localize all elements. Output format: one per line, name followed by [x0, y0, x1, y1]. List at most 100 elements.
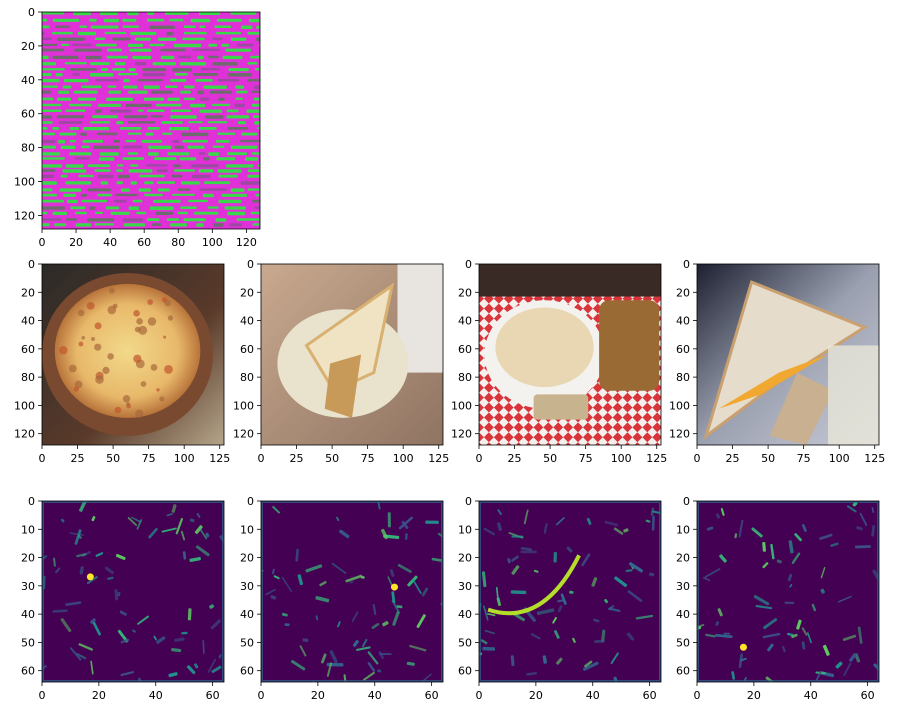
heatmap-activation	[542, 655, 547, 664]
heatmap-activation	[553, 552, 557, 563]
pizza-topping-bit	[107, 353, 114, 360]
heatmap-activation	[610, 652, 619, 665]
y-tick-label: 120	[14, 209, 35, 222]
heatmap-activation	[569, 590, 574, 594]
heatmap-activation	[704, 568, 721, 578]
filter-stripe	[65, 109, 86, 112]
filter-stripe	[114, 62, 126, 66]
heatmap-activation	[720, 508, 725, 516]
filter-stripe	[235, 85, 244, 89]
pizza-topping-bit	[147, 317, 157, 326]
filter-stripe	[80, 193, 87, 197]
filter-stripe	[216, 157, 236, 161]
x-tick-label: 75	[797, 452, 811, 465]
filter-stripe	[191, 164, 219, 168]
heatmap-activation	[343, 674, 348, 682]
heatmap-activation	[270, 595, 277, 600]
filter-stripe	[132, 199, 143, 203]
filter-stripe	[184, 31, 207, 35]
pizza-topping-bit	[156, 388, 160, 392]
filter-stripe	[151, 223, 162, 226]
heatmap-activation	[180, 530, 186, 541]
filter-stripe	[237, 121, 246, 125]
heatmap-activation	[572, 637, 576, 643]
heatmap-activation	[765, 676, 779, 682]
heatmap-activation	[801, 641, 806, 650]
x-tick-label: 125	[864, 452, 885, 465]
heatmap-activation	[497, 522, 503, 532]
heatmap-hotspot	[390, 583, 398, 591]
filter-stripe	[42, 127, 48, 130]
filter-stripe	[60, 145, 76, 149]
filter-stripe	[156, 181, 176, 184]
y-tick-label: 10	[21, 523, 35, 536]
x-tick-label: 20	[311, 689, 325, 702]
filter-stripe	[127, 152, 139, 155]
y-tick-label: 20	[21, 286, 35, 299]
heatmap-background	[42, 501, 224, 682]
y-tick-label: 30	[676, 580, 690, 593]
feature-map-sandwich	[261, 501, 443, 682]
filter-stripe	[240, 181, 260, 185]
filter-stripe	[138, 188, 151, 192]
filter-stripe	[123, 85, 138, 89]
heatmap-activation	[198, 527, 208, 540]
heatmap-activation	[127, 517, 137, 526]
heatmap-activation	[92, 621, 102, 636]
y-tick-label: 120	[451, 428, 472, 441]
heatmap-activation	[650, 507, 655, 516]
filter-stripe	[151, 90, 173, 94]
filter-stripe	[42, 90, 51, 94]
heatmap-activation	[837, 595, 852, 603]
axes-frame	[260, 500, 444, 683]
filter-stripe	[136, 211, 147, 215]
filter-stripe	[196, 223, 204, 227]
heatmap-activation	[553, 630, 560, 639]
heatmap-activation	[510, 655, 515, 667]
filter-stripe	[214, 25, 232, 28]
heatmap-activation	[117, 591, 121, 597]
heatmap-activation	[137, 615, 150, 625]
filter-stripe	[116, 164, 124, 167]
filter-stripe	[64, 78, 89, 83]
filter-stripe	[73, 90, 98, 94]
heatmap-activation	[482, 646, 496, 651]
y-tick-label: 50	[21, 636, 35, 649]
heatmap-activation	[566, 546, 573, 553]
filter-stripe	[42, 103, 62, 107]
chips	[533, 394, 589, 420]
y-tick-label: 100	[14, 176, 35, 189]
y-tick-label: 80	[676, 371, 690, 384]
feature-map-grilled-cheese	[697, 501, 879, 682]
filter-stripe	[236, 218, 260, 221]
pizza-topping-bit	[126, 402, 131, 407]
filter-stripe	[160, 55, 175, 60]
filter-stripe	[203, 157, 210, 161]
y-tick-label: 40	[676, 315, 690, 328]
heatmap-activation	[791, 633, 798, 639]
y-tick-label: 10	[676, 523, 690, 536]
pizza-topping-bit	[135, 409, 144, 418]
pizza-topping-bit	[164, 365, 173, 374]
filter-stripe	[78, 97, 96, 101]
axes-frame	[41, 11, 261, 230]
filter-stripe	[56, 37, 85, 41]
filter-stripe	[52, 127, 59, 130]
heatmap-activation	[830, 542, 839, 547]
filter-stripe	[202, 193, 214, 198]
heatmap-activation	[763, 618, 778, 630]
filter-stripe	[83, 127, 110, 131]
y-tick-label: 40	[21, 74, 35, 87]
heatmap-activation	[625, 569, 633, 573]
heatmap-activation	[181, 631, 188, 635]
filter-stripe	[92, 115, 118, 119]
filter-stripe	[122, 18, 137, 22]
x-tick-label: 20	[69, 236, 83, 249]
heatmap-activation	[738, 519, 744, 538]
melted-cheese	[718, 354, 829, 409]
x-tick-label: 0	[476, 452, 483, 465]
filter-stripe	[132, 55, 152, 60]
axes-frame	[41, 263, 225, 446]
heatmap-activation	[336, 516, 340, 522]
heatmap-activation	[520, 546, 533, 552]
